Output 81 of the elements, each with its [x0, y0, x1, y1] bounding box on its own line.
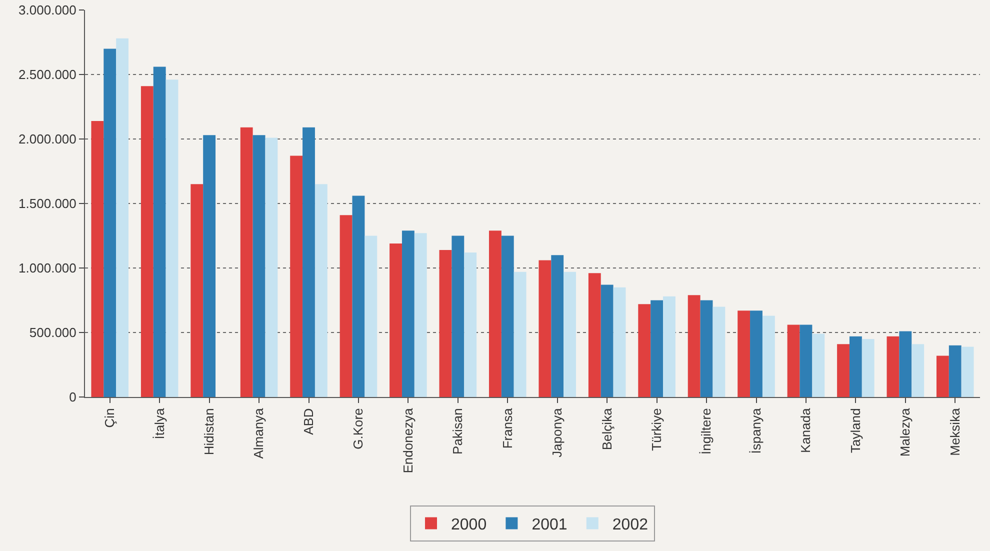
x-tick-label: Kanada — [798, 407, 814, 454]
bar — [948, 345, 962, 397]
x-tick-label: Almanya — [251, 407, 266, 459]
bar — [439, 250, 452, 397]
bar — [166, 80, 178, 397]
bar — [265, 138, 278, 397]
bar — [390, 243, 402, 397]
x-tick-label: ABD — [300, 408, 316, 435]
bar — [688, 295, 700, 397]
bar — [252, 135, 266, 397]
legend-label: 2002 — [612, 516, 648, 534]
bar — [650, 300, 664, 397]
y-tick-label: 0 — [69, 390, 76, 405]
bar — [464, 252, 477, 397]
bar — [402, 230, 414, 397]
x-tick-label: İngiltere — [698, 408, 714, 454]
y-tick-label: 500.000 — [29, 325, 76, 340]
x-tick-label: Endonezya — [400, 407, 416, 474]
bar — [140, 86, 154, 397]
bar — [514, 272, 526, 397]
bar — [551, 255, 564, 397]
x-tick-label: Fransa — [500, 407, 515, 449]
bar — [936, 356, 949, 397]
bar — [488, 230, 502, 397]
bar — [240, 127, 253, 397]
bar — [800, 324, 812, 397]
bar — [501, 236, 514, 397]
bar — [912, 344, 924, 397]
bar — [787, 324, 800, 397]
bar — [849, 336, 862, 397]
bar — [862, 338, 874, 397]
bar — [153, 66, 166, 397]
bar — [762, 316, 775, 397]
bar — [91, 120, 104, 397]
bar — [738, 310, 750, 397]
bar — [812, 334, 825, 397]
bar — [104, 48, 116, 397]
bar — [700, 300, 713, 397]
x-tick-label: Hidistan — [202, 408, 217, 456]
bar — [886, 336, 900, 397]
bar — [364, 236, 378, 397]
y-tick-label: 1.500.000 — [18, 196, 76, 212]
bar — [837, 344, 850, 397]
y-tick-label: 2.500.000 — [18, 67, 76, 82]
x-tick-label: Meksika — [947, 407, 962, 456]
x-tick-label: Japonya — [550, 407, 565, 458]
x-tick-label: Türkiye — [649, 408, 664, 451]
bar — [588, 273, 601, 397]
bar — [712, 306, 726, 397]
legend-label: 2000 — [451, 516, 487, 534]
bar — [314, 184, 328, 397]
x-tick-label: Tayland — [848, 408, 863, 454]
x-tick-label: Malezya — [898, 407, 913, 457]
bar — [899, 331, 912, 397]
legend-label: 2001 — [532, 516, 568, 534]
bar — [538, 260, 552, 397]
y-tick-label: 2.000.000 — [18, 132, 76, 147]
bar — [116, 38, 129, 397]
x-tick-label: Çin — [102, 408, 118, 428]
y-tick-label: 3.000.000 — [18, 2, 76, 18]
bar — [750, 310, 762, 397]
bar — [203, 135, 216, 397]
bar — [290, 156, 303, 397]
bar — [663, 296, 676, 397]
x-tick-label: İtalya — [152, 407, 167, 440]
bar — [340, 215, 352, 397]
x-tick-label: G.Kore — [350, 408, 366, 450]
bar — [600, 284, 614, 397]
bar — [961, 346, 974, 397]
y-tick-label: 1.000.000 — [18, 260, 76, 276]
x-tick-label: Pakisan — [450, 408, 466, 454]
x-tick-label: Belçika — [599, 407, 614, 450]
bar — [452, 236, 464, 397]
bar — [414, 233, 427, 397]
bar — [352, 196, 365, 397]
bar — [302, 127, 315, 397]
bar — [564, 272, 576, 397]
bar — [190, 184, 204, 397]
x-tick-label: İspanya — [748, 407, 764, 454]
bar — [613, 287, 626, 397]
bar — [638, 304, 651, 397]
